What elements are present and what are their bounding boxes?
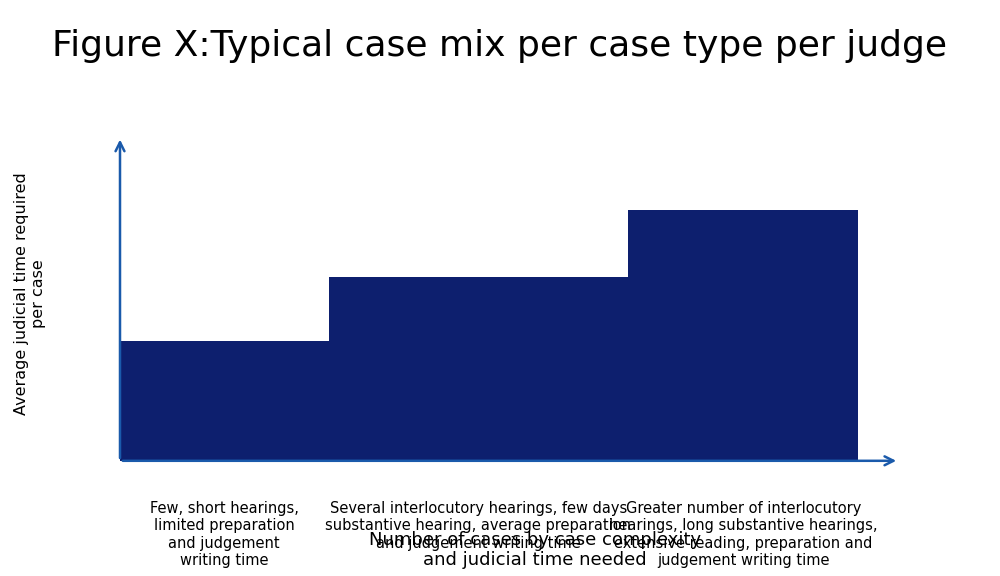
Bar <box>329 277 628 461</box>
Text: Greater number of interlocutory
hearings, long substantive hearings,
extensive r: Greater number of interlocutory hearings… <box>609 501 877 568</box>
Text: Few, short hearings,
limited preparation
and judgement
writing time: Few, short hearings, limited preparation… <box>150 501 299 568</box>
Bar <box>628 210 858 461</box>
Text: Several interlocutory hearings, few days
substantive hearing, average preparatio: Several interlocutory hearings, few days… <box>325 501 631 551</box>
Text: Number of cases by case complexity
and judicial time needed: Number of cases by case complexity and j… <box>369 530 701 570</box>
Bar <box>120 340 329 461</box>
Text: Average judicial time required
per case: Average judicial time required per case <box>14 172 46 415</box>
Text: Figure X:Typical case mix per case type per judge: Figure X:Typical case mix per case type … <box>52 29 948 63</box>
